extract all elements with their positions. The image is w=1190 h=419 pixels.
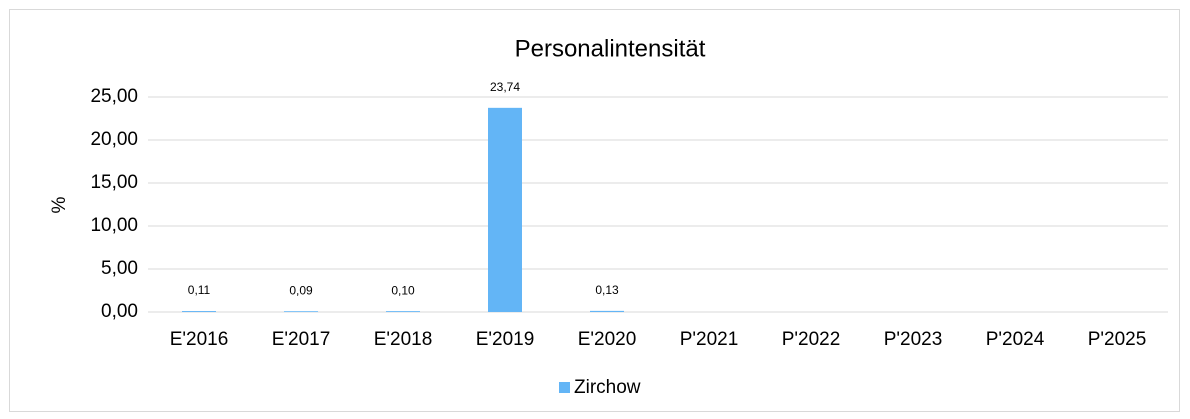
x-tick-label: E'2018: [374, 329, 433, 350]
x-tick-label: P'2022: [782, 329, 841, 350]
x-tick-label: P'2024: [986, 329, 1045, 350]
x-tick-label: E'2017: [272, 329, 331, 350]
y-tick-label: 15,00: [90, 172, 138, 193]
bar: [488, 107, 522, 312]
legend-label: Zirchow: [574, 377, 641, 398]
x-tick-label: P'2025: [1088, 329, 1147, 350]
y-axis-label: %: [49, 196, 70, 213]
legend-swatch: [559, 382, 570, 393]
bar: [284, 311, 318, 312]
y-tick-label: 5,00: [101, 258, 138, 279]
data-label: 0,10: [391, 283, 415, 297]
x-tick-label: P'2021: [680, 329, 739, 350]
bar: [386, 311, 420, 312]
y-tick-label: 10,00: [90, 215, 138, 236]
x-tick-label: E'2020: [578, 329, 637, 350]
bar: [590, 310, 624, 312]
chart-border: [9, 9, 1180, 412]
x-tick-label: P'2023: [884, 329, 943, 350]
bar: [182, 311, 216, 312]
data-label: 0,09: [289, 283, 313, 297]
y-tick-label: 25,00: [90, 86, 138, 107]
data-label: 0,11: [188, 283, 211, 297]
x-tick-label: E'2019: [476, 329, 535, 350]
x-tick-label: E'2016: [170, 329, 229, 350]
y-tick-label: 20,00: [90, 129, 138, 150]
chart-title: Personalintensität: [515, 35, 706, 62]
data-label: 0,13: [595, 283, 619, 297]
data-label: 23,74: [490, 80, 520, 94]
y-tick-label: 0,00: [101, 301, 138, 322]
